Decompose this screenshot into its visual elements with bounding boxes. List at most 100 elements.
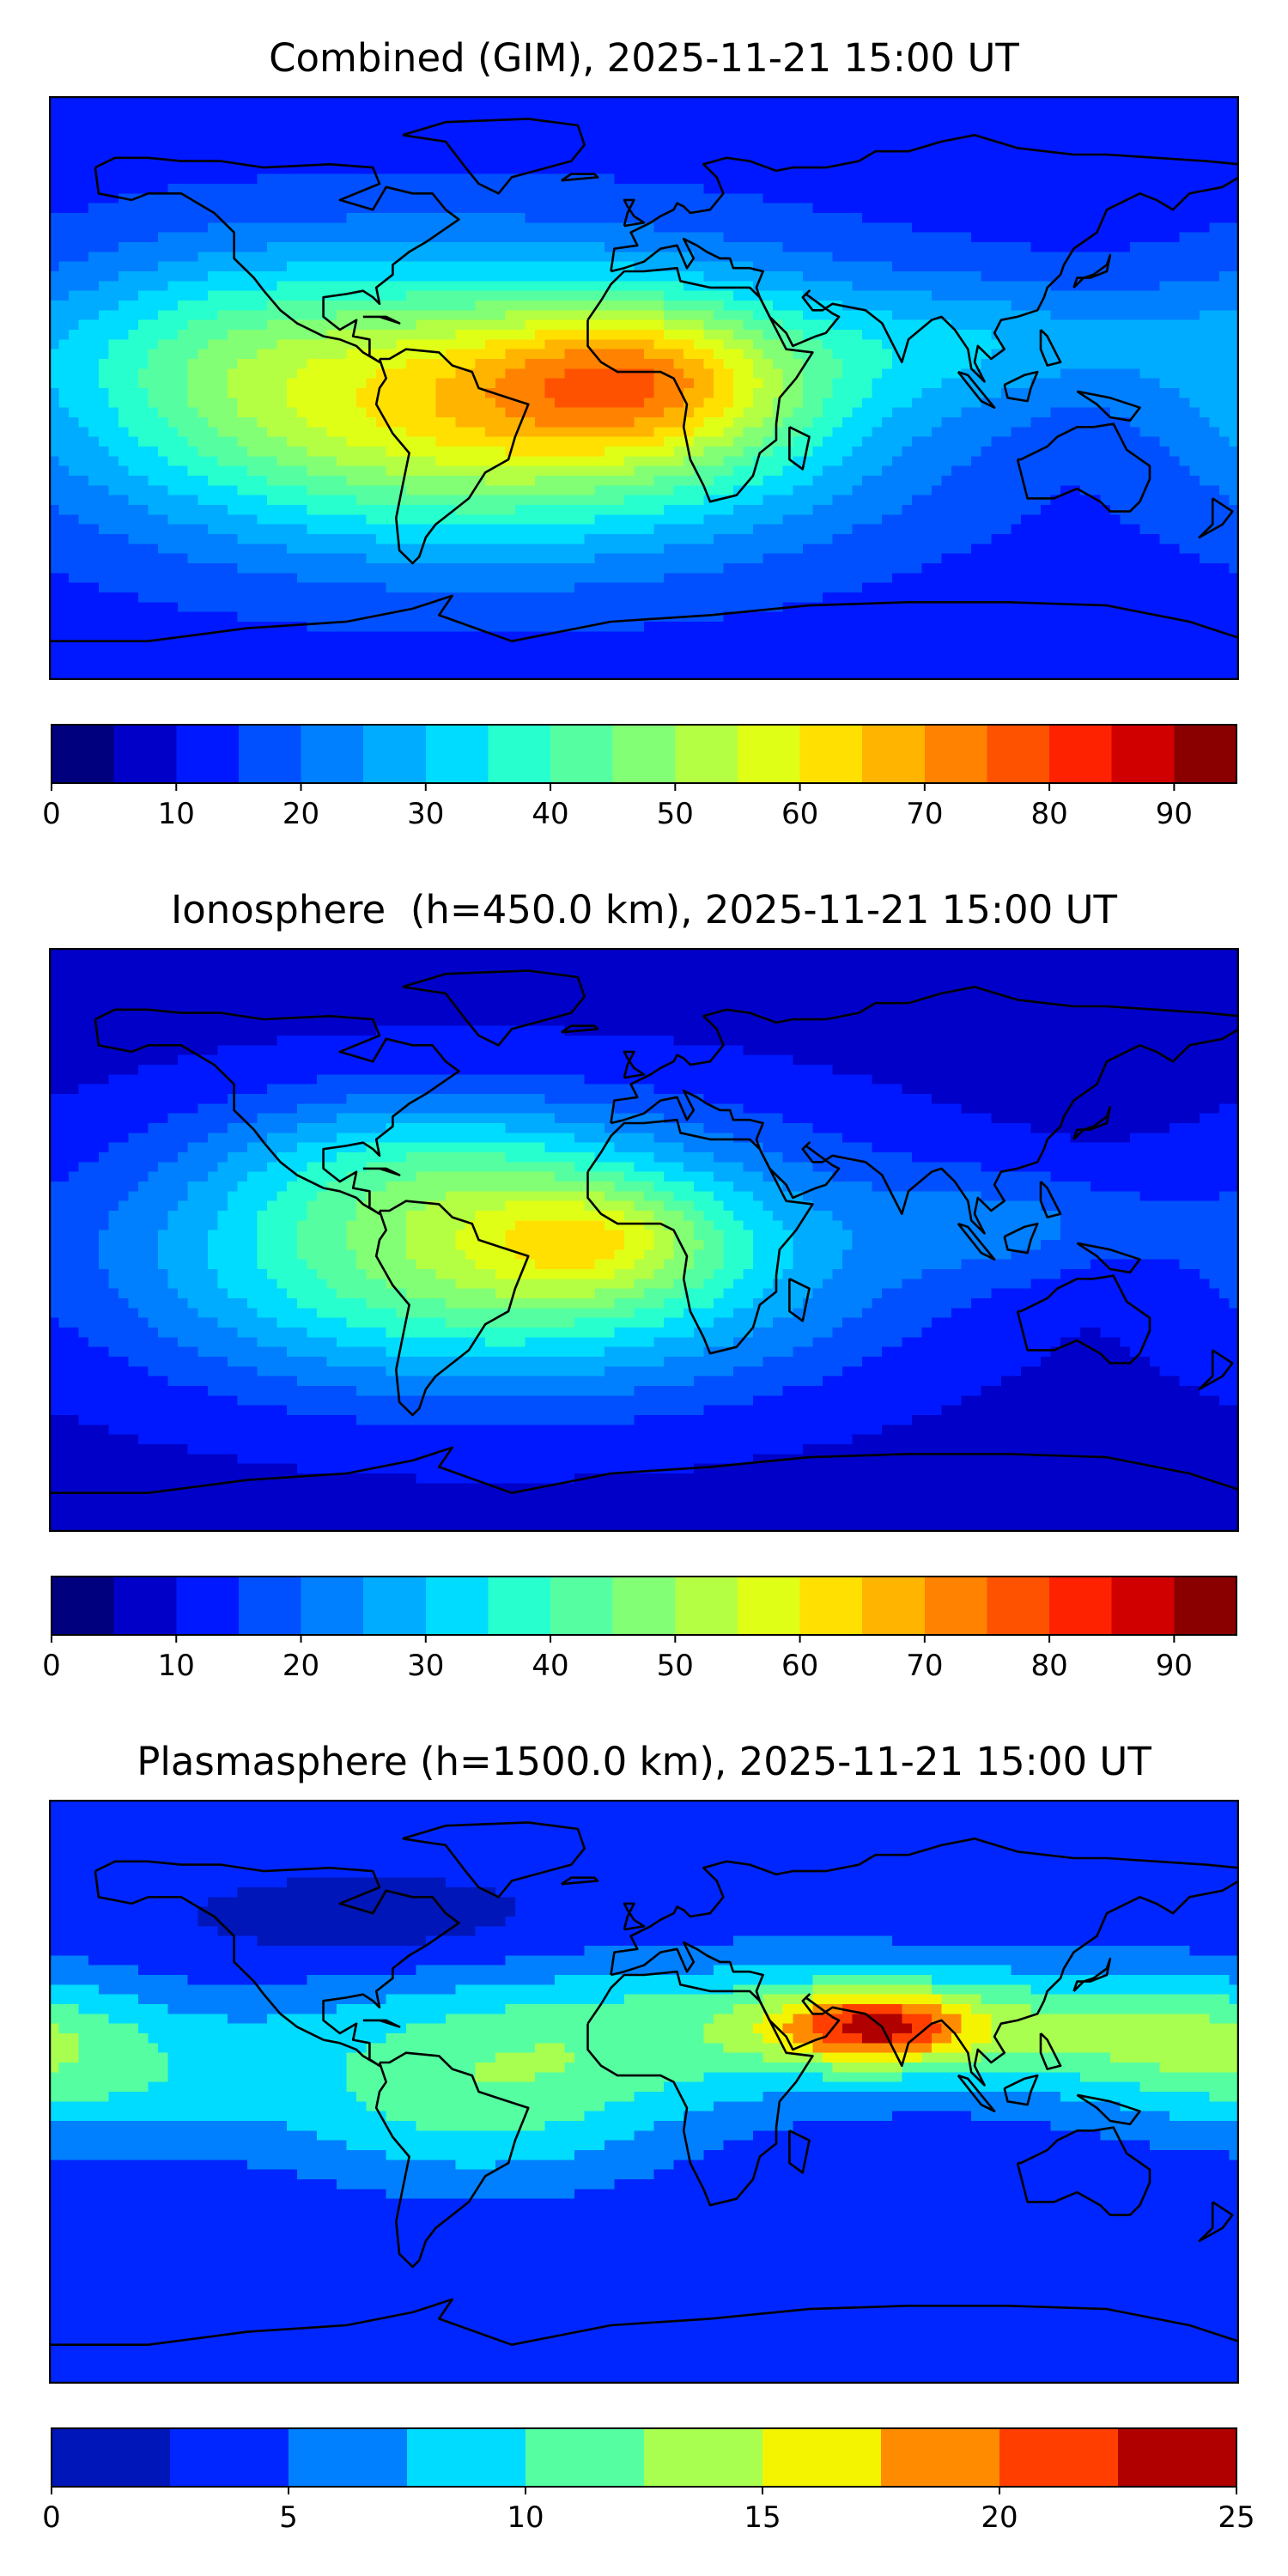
contour-cell [1159, 1366, 1239, 1377]
contour-cell [1139, 368, 1239, 380]
contour-cell [832, 2063, 903, 2074]
contour-cell [386, 1346, 605, 1358]
coastline [1072, 1105, 1112, 1140]
contour-cell [732, 1366, 843, 1377]
contour-cell [49, 611, 239, 623]
contour-cell [137, 368, 189, 380]
contour-cell [475, 1211, 625, 1222]
contour-cell [723, 359, 754, 370]
contour-cell [287, 261, 635, 272]
contour-cell [951, 2033, 993, 2044]
contour-cell [207, 417, 258, 428]
contour-cell [1050, 1171, 1239, 1182]
contour-cell [455, 505, 516, 516]
contour-cell [1199, 553, 1239, 564]
contour-cell [49, 271, 119, 283]
contour-cell [693, 465, 734, 477]
colorbar-swatch [737, 1577, 801, 1635]
contour-cell [1199, 1113, 1239, 1124]
contour-cell [723, 301, 774, 312]
contour-cell [623, 1994, 764, 2005]
contour-cell [316, 1308, 398, 1319]
contour-cell [49, 242, 119, 253]
contour-cell [713, 368, 734, 380]
contour-cell [49, 1522, 1239, 1532]
contour-cell [653, 339, 695, 350]
contour-cell [207, 524, 308, 535]
coastline [1198, 1349, 1234, 1391]
panel-title-ionosphere: Ionosphere (h=450.0 km), 2025-11-21 15:0… [170, 887, 1118, 933]
contour-cell [49, 1036, 278, 1047]
contour-cell [921, 388, 1002, 399]
contour-cell [732, 398, 754, 409]
contour-cell [574, 1473, 1239, 1485]
contour-cell [49, 641, 1239, 652]
contour-cell [822, 436, 863, 447]
contour-field [49, 1800, 1239, 2384]
contour-cell [762, 330, 804, 341]
contour-cell [1100, 1327, 1239, 1339]
contour-cell [1120, 1337, 1239, 1348]
contour-cell [961, 407, 1052, 418]
contour-cell [534, 2072, 705, 2083]
colorbar-swatch [675, 725, 738, 783]
contour-cell [356, 1259, 417, 1270]
contour-cell [782, 1386, 982, 1397]
contour-cell [673, 1249, 695, 1261]
contour-cell [832, 319, 952, 331]
contour-cell [49, 2179, 337, 2190]
contour-cell [793, 1230, 854, 1241]
contour-cell [49, 2121, 288, 2132]
contour-cell [49, 1317, 60, 1328]
contour-cell [505, 1955, 1239, 1966]
colorbar-swatch [737, 725, 801, 783]
contour-cell [782, 242, 1032, 253]
contour-cell [416, 2121, 546, 2132]
contour-cell [49, 2081, 149, 2093]
contour-cell [882, 1346, 1052, 1358]
contour-cell [1129, 1133, 1239, 1144]
contour-cell [49, 573, 70, 584]
contour-cell [961, 1259, 1091, 1270]
contour-cell [118, 456, 169, 467]
contour-cell [257, 1240, 298, 1251]
contour-cell [753, 1395, 963, 1406]
coastline [1076, 2093, 1141, 2126]
contour-cell [623, 456, 684, 467]
contour-cell [158, 1162, 219, 1173]
contour-cell [98, 1259, 159, 1270]
contour-cell [753, 2130, 1102, 2142]
contour-cell [664, 1357, 764, 1368]
contour-cell [852, 281, 1052, 292]
contour-cell [762, 378, 784, 389]
contour-cell [49, 631, 1239, 642]
coastline [561, 173, 599, 182]
contour-cell [683, 1162, 744, 1173]
contour-cell [862, 330, 993, 341]
contour-cell [842, 1366, 1022, 1377]
colorbar-swatch [425, 1577, 489, 1635]
contour-cell [1229, 2150, 1239, 2161]
colorbar-ionosphere: 0 10 20 30 40 50 60 70 80 90 [42, 1576, 1237, 1683]
contour-cell [743, 1269, 784, 1280]
contour-cell [1050, 2121, 1239, 2132]
contour-cell [1020, 514, 1121, 526]
contour-cell [911, 222, 1211, 234]
coastline [1039, 329, 1062, 367]
contour-cell [49, 125, 1239, 137]
contour-cell [1011, 427, 1141, 438]
contour-cell [58, 261, 159, 272]
contour-cell [584, 2111, 684, 2122]
contour-cell [187, 436, 239, 447]
contour-cell [58, 388, 110, 399]
contour-cell [237, 407, 298, 418]
contour-cell [49, 1935, 258, 1947]
contour-cell [49, 2238, 1239, 2249]
contour-cell [49, 1984, 100, 1996]
contour-cell [732, 1984, 814, 1996]
contour-cell [1159, 436, 1230, 447]
contour-cell [931, 290, 1239, 301]
contour-cell [872, 1182, 1091, 1193]
contour-cell [931, 1094, 1239, 1105]
contour-cell [247, 1142, 298, 1153]
